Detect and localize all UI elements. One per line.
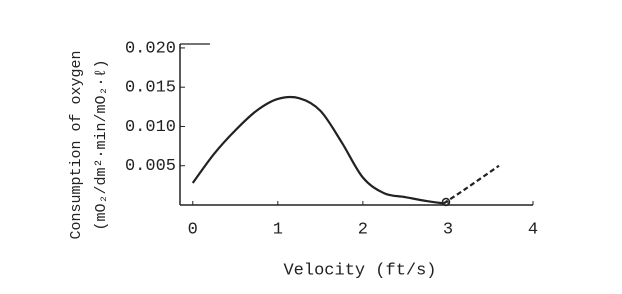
data-line [191, 95, 444, 205]
y-tick-label: 0.010 [125, 118, 176, 137]
x-tick-label: 2 [358, 220, 368, 239]
x-tick-label: 4 [528, 220, 538, 239]
x-axis-label: Velocity (ft/s) [283, 261, 436, 280]
y-axis-label: Consumption of oxygen [68, 50, 85, 239]
x-tick-label: 0 [188, 220, 198, 239]
junction-marker [441, 197, 451, 207]
y-tick-label: 0.015 [125, 79, 176, 98]
y-axis-units: (mO₂/dm²·min/mO₂·ℓ) [93, 59, 110, 230]
y-tick-label: 0.020 [125, 39, 176, 58]
y-tick-label: 0.005 [125, 157, 176, 176]
data-line [443, 164, 500, 205]
x-tick-label: 3 [443, 220, 453, 239]
x-tick-label: 1 [273, 220, 283, 239]
